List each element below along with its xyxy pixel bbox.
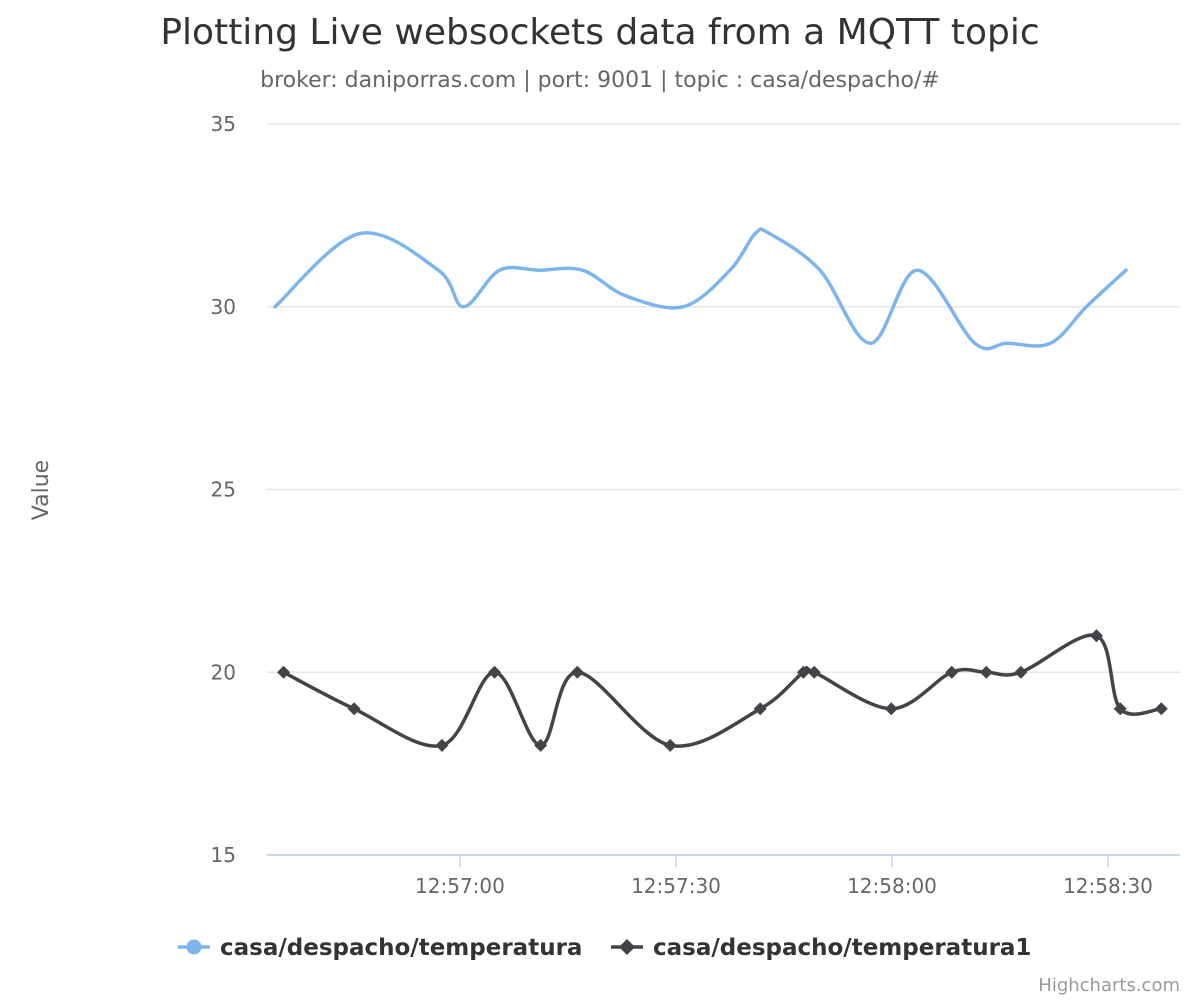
y-tick-label: 20 — [211, 660, 236, 684]
data-point-marker — [1014, 665, 1028, 679]
x-tick-label: 12:58:00 — [847, 874, 937, 898]
data-point-marker — [1113, 702, 1127, 716]
x-tick-label: 12:58:30 — [1063, 874, 1153, 898]
data-point-marker — [435, 738, 449, 752]
data-point-marker — [1154, 702, 1168, 716]
y-axis-label: Value — [29, 460, 54, 520]
data-point-marker — [979, 665, 993, 679]
legend-diamond-icon — [619, 939, 635, 955]
data-point-marker — [570, 665, 584, 679]
legend-circle-icon — [186, 939, 202, 955]
data-point-marker — [1089, 629, 1103, 643]
y-tick-label: 25 — [211, 478, 236, 502]
y-tick-label: 35 — [211, 112, 236, 136]
legend-item-label-1[interactable]: casa/despacho/temperatura1 — [653, 935, 1031, 961]
y-tick-label: 15 — [211, 843, 236, 867]
chart-subtitle: broker: daniporras.com | port: 9001 | to… — [260, 68, 940, 93]
data-point-marker — [807, 665, 821, 679]
chart-title: Plotting Live websockets data from a MQT… — [160, 12, 1040, 53]
series-line-0 — [273, 227, 1128, 351]
legend-item-label-0[interactable]: casa/despacho/temperatura — [220, 935, 582, 961]
data-point-marker — [277, 665, 291, 679]
data-point-marker — [796, 665, 810, 679]
x-tick-label: 12:57:00 — [415, 874, 505, 898]
data-point-marker — [488, 665, 502, 679]
data-point-marker — [884, 702, 898, 716]
data-point-marker — [663, 738, 677, 752]
series-line-1 — [281, 633, 1164, 748]
credits-link[interactable]: Highcharts.com — [1038, 975, 1180, 996]
y-tick-label: 30 — [211, 295, 236, 319]
data-point-marker — [534, 738, 548, 752]
data-point-marker — [945, 665, 959, 679]
x-tick-label: 12:57:30 — [631, 874, 721, 898]
data-point-marker — [753, 702, 767, 716]
data-point-marker — [347, 702, 361, 716]
